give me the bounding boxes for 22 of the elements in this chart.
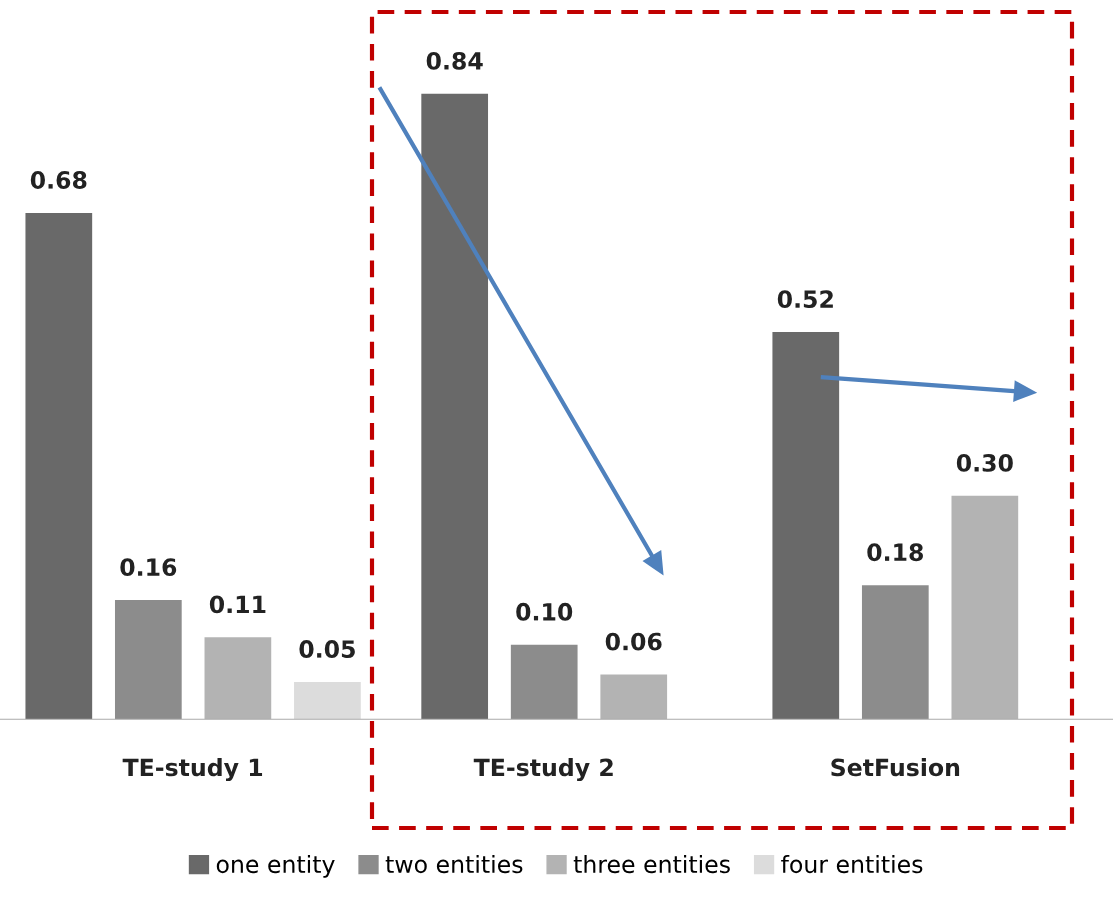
data-label: 0.11 [209, 595, 266, 614]
bar [861, 585, 929, 720]
legend-label: two entities [385, 854, 523, 874]
x-tick-label: SetFusion [831, 758, 960, 777]
legend-label: one entity [216, 854, 335, 878]
data-label: 0.16 [120, 558, 177, 577]
data-label: 0.05 [299, 640, 355, 658]
data-label: 0.68 [30, 171, 87, 189]
data-label: 0.84 [426, 51, 483, 70]
bar [114, 600, 182, 720]
x-tick-label: TE-study 1 [122, 758, 263, 782]
data-label: 0.10 [516, 602, 573, 621]
x-tick-label: TE-study 2 [473, 758, 613, 782]
bar [294, 681, 361, 720]
data-label: 0.30 [956, 453, 1013, 472]
legend-label: three entities [573, 854, 730, 874]
bar [772, 332, 840, 720]
bar [25, 212, 93, 720]
data-label: 0.52 [777, 290, 833, 309]
legend-label: four entities [781, 854, 923, 874]
data-label: 0.06 [605, 632, 662, 651]
data-label: 0.18 [867, 543, 923, 562]
